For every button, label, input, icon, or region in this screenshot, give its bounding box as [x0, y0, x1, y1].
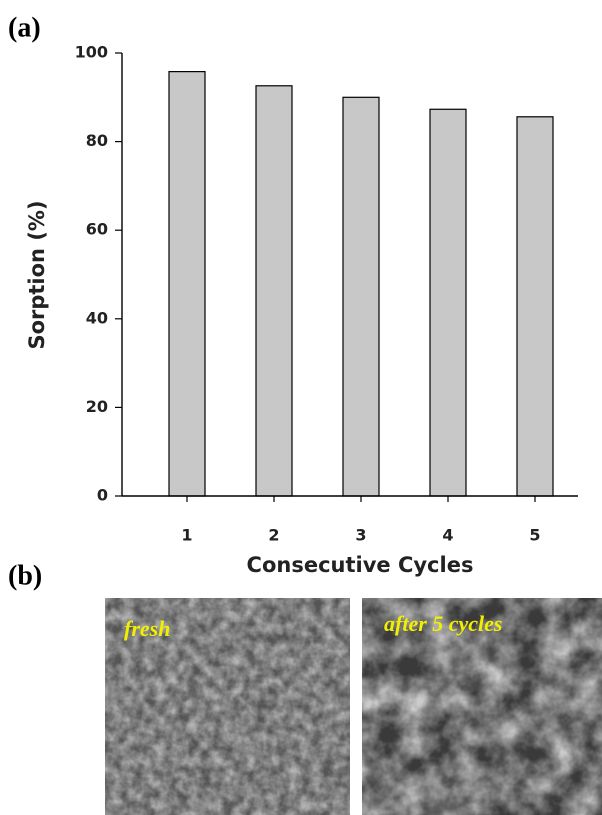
- y-tick-label: 60: [86, 220, 108, 239]
- bar: [256, 86, 292, 496]
- y-tick-label: 40: [86, 308, 108, 327]
- image-caption: after 5 cycles: [384, 611, 503, 636]
- x-tick-label: 3: [355, 526, 366, 545]
- page: (a) (b) Consecutive Cycles Sorption (%) …: [0, 0, 602, 815]
- bar: [517, 117, 553, 496]
- figure: (a) (b) Consecutive Cycles Sorption (%) …: [0, 0, 602, 815]
- bar: [169, 72, 205, 496]
- x-tick-label: 4: [442, 526, 453, 545]
- x-axis-title: Consecutive Cycles: [247, 553, 474, 577]
- x-tick-label: 1: [181, 526, 192, 545]
- x-tick-label: 5: [529, 526, 540, 545]
- bar: [430, 109, 466, 496]
- panel-label: (a): [8, 12, 41, 43]
- image-caption: fresh: [124, 616, 170, 641]
- y-tick-label: 80: [86, 131, 108, 150]
- y-axis-title: Sorption (%): [25, 200, 49, 349]
- y-tick-label: 100: [75, 43, 108, 62]
- panel-label: (b): [8, 560, 42, 591]
- y-tick-label: 0: [97, 486, 108, 505]
- y-tick-label: 20: [86, 397, 108, 416]
- bar: [343, 97, 379, 496]
- x-tick-label: 2: [268, 526, 279, 545]
